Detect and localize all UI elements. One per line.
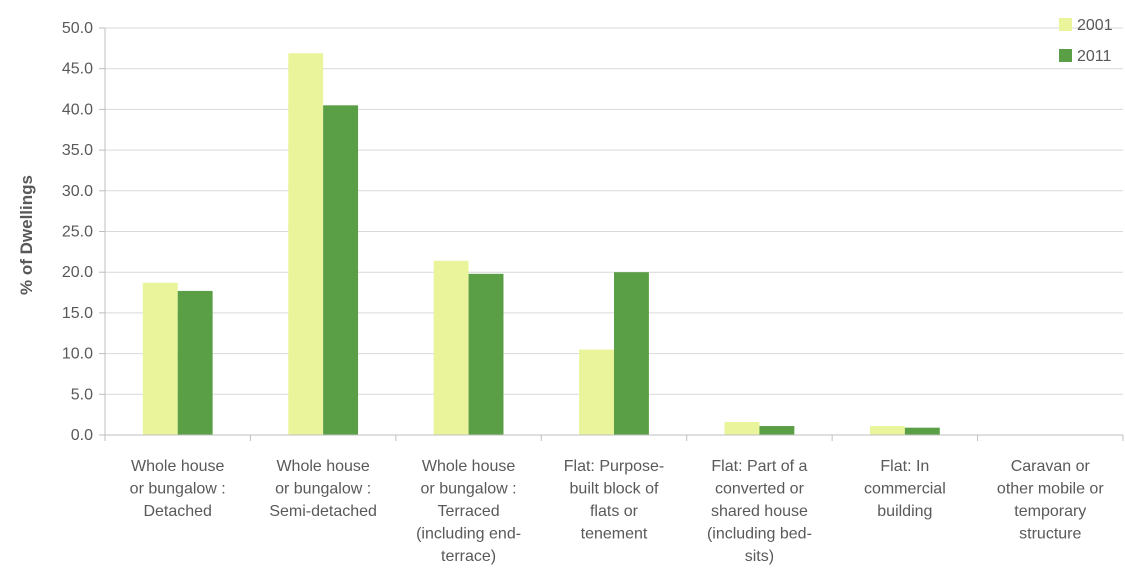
x-category-label-line: or bungalow : <box>275 481 371 498</box>
bar-2011-5 <box>904 427 940 435</box>
bar-2001-3 <box>579 349 614 435</box>
y-tick-label: 0.0 <box>71 427 93 444</box>
x-category-label-line: Whole house <box>422 458 515 475</box>
y-tick-label: 5.0 <box>71 386 93 403</box>
x-category-label-line: flats or <box>590 503 639 520</box>
x-category-label: Whole house or bungalow : Detached <box>130 458 226 520</box>
axes <box>104 28 1124 441</box>
x-category-label-line: converted or <box>715 481 805 498</box>
y-tick-label: 40.0 <box>62 101 93 118</box>
x-category-label-line: (including bed- <box>707 526 812 543</box>
x-category-label-line: shared house <box>711 503 808 520</box>
bar-2011-2 <box>468 273 504 435</box>
y-axis-title: % of Dwellings <box>17 175 36 295</box>
x-category-label: Whole house or bungalow : Semi-detached <box>269 458 377 520</box>
legend-label-2001: 2001 <box>1077 17 1113 34</box>
y-tick-label: 25.0 <box>62 224 93 241</box>
x-category-label-line: built block of <box>570 481 659 498</box>
x-category-label-line: sits) <box>745 548 774 565</box>
legend-label-2011: 2011 <box>1077 48 1112 65</box>
x-category-label-line: Whole house <box>131 458 224 475</box>
bar-2001-1 <box>288 53 324 435</box>
bar-2011-1 <box>323 105 359 435</box>
bar-2011-0 <box>177 290 213 435</box>
bar-2001-0 <box>142 282 178 435</box>
x-category-label-line: or bungalow : <box>130 481 226 498</box>
x-category-label-line: Terraced <box>437 503 499 520</box>
x-category-label-line: Flat: Part of a <box>711 458 807 475</box>
y-tick-label: 10.0 <box>62 346 93 363</box>
x-category-label-line: (including end- <box>416 526 521 543</box>
x-category-label-line: tenement <box>581 526 648 543</box>
y-tick-label: 45.0 <box>62 61 93 78</box>
x-category-label-line: commercial <box>864 481 946 498</box>
y-tick-label: 35.0 <box>62 142 93 159</box>
y-tick-label: 30.0 <box>62 183 93 200</box>
legend: 2001 2011 <box>1059 17 1113 65</box>
y-tick-labels: 0.0 5.0 10.0 15.0 20.0 25.0 30.0 35.0 40.0 45.0 50… <box>62 20 93 444</box>
bar-2001-2 <box>433 260 469 435</box>
y-tick-label: 50.0 <box>62 20 93 37</box>
x-category-label: Flat: Purpose-built block of flats or tene… <box>564 458 664 543</box>
x-category-label-line: Caravan or <box>1011 458 1091 475</box>
x-category-label-line: Detached <box>143 503 212 520</box>
legend-swatch-2011 <box>1059 49 1072 62</box>
bar-2001-4 <box>724 421 760 435</box>
y-tick-label: 15.0 <box>62 305 93 322</box>
y-tick-label: 20.0 <box>62 264 93 281</box>
legend-swatch-2001 <box>1059 18 1072 31</box>
x-category-label-line: terrace) <box>441 548 496 565</box>
x-category-label: Caravan or other mobile or temporary struct… <box>997 458 1104 543</box>
x-category-label-line: other mobile or <box>997 481 1104 498</box>
x-category-label-line: Flat: Purpose- <box>564 458 664 475</box>
x-category-label-line: Whole house <box>276 458 369 475</box>
x-category-label-line: or bungalow : <box>421 481 517 498</box>
bars <box>142 53 940 435</box>
bar-2001-5 <box>869 426 905 435</box>
bar-2011-4 <box>759 426 795 435</box>
x-category-label: Flat: Part of a converted or shared house (… <box>707 458 812 565</box>
x-category-label: Flat: In commercial building <box>864 458 946 520</box>
bar-2011-3 <box>614 272 649 435</box>
x-category-label-line: structure <box>1019 526 1081 543</box>
x-category-label: Whole house or bungalow : Terraced (includi… <box>416 458 521 565</box>
x-category-label-line: building <box>877 503 932 520</box>
x-category-label-line: Flat: In <box>880 458 929 475</box>
x-category-label-line: temporary <box>1014 503 1086 520</box>
x-category-label-line: Semi-detached <box>269 503 377 520</box>
